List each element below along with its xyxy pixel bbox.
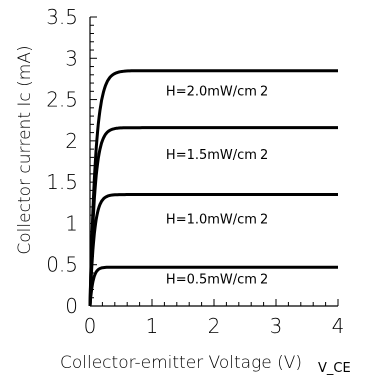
- y-tick-label: 3.5: [46, 5, 78, 29]
- x-axis-overlay-label: V_CE: [318, 361, 351, 376]
- series-line: [88, 126, 338, 307]
- series-label-unit: 2: [260, 84, 268, 99]
- series-line: [88, 265, 338, 308]
- series-label-unit: 2: [260, 148, 268, 163]
- x-tick-label: 3: [270, 314, 283, 338]
- y-tick-label: 3: [65, 46, 78, 70]
- y-tick-label: 0.5: [46, 253, 78, 277]
- series-label: H=1.5mW/cm 2: [166, 148, 268, 163]
- series-line: [88, 69, 338, 307]
- y-tick-label: 2: [65, 129, 78, 153]
- series-label: H=0.5mW/cm 2: [166, 273, 268, 288]
- x-axis-label: Collector-emitter Voltage (V): [60, 353, 302, 373]
- labels: H=0.5mW/cm 2 H=1.0mW/cm 2 H=1.5mW/cm 2 H=2.0mW…: [166, 84, 268, 287]
- curves: [88, 69, 338, 308]
- y-tick-label: 1: [65, 211, 78, 235]
- x-tick-label: 0: [84, 314, 97, 338]
- series-label-unit: 2: [260, 212, 268, 227]
- x-tick-label: 2: [208, 314, 221, 338]
- series-label-unit: 2: [260, 273, 268, 288]
- x-tick-label: 4: [332, 314, 345, 338]
- series-label: H=2.0mW/cm 2: [166, 84, 268, 99]
- y-tick-label: 2.5: [46, 88, 78, 112]
- series-label: H=1.0mW/cm 2: [166, 212, 268, 227]
- y-tick-label: 1.5: [46, 170, 78, 194]
- y-tick-label: 0: [65, 294, 78, 318]
- x-tick-label: 1: [146, 314, 159, 338]
- series-line: [88, 193, 338, 307]
- y-axis-label: Collector current Ic (mA): [15, 45, 35, 254]
